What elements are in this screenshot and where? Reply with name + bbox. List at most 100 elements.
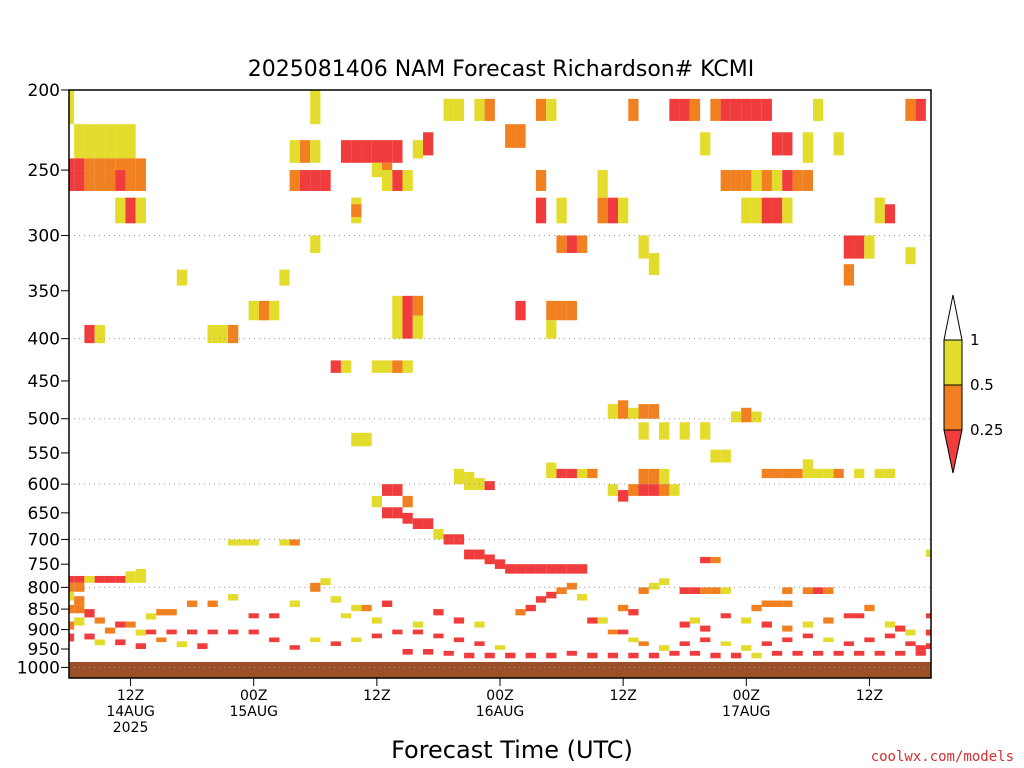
heatmap-cell [607,629,619,635]
heatmap-cell [330,641,341,646]
heatmap-cell [771,468,783,479]
heatmap-cell [730,411,742,423]
heatmap-cell [381,140,393,163]
heatmap-cell [597,197,608,224]
heatmap-cell [854,235,865,259]
heatmap-cell [751,411,762,423]
grid-lines [69,234,931,668]
heatmap-cell [392,507,403,519]
heatmap-cell [689,98,701,121]
heatmap-cell [402,360,413,373]
heatmap-cell [207,324,218,344]
heatmap-cell [258,300,270,321]
heatmap-cell [104,575,116,583]
heatmap-cell [125,571,136,583]
credit-link[interactable]: coolwx.com/models [871,749,1014,765]
heatmap-cell [843,235,855,259]
heatmap-cell [69,604,75,614]
heatmap-cell [659,422,670,440]
heatmap-cell [648,252,660,276]
heatmap-cell [371,162,382,178]
heatmap-cell [412,518,424,530]
heatmap-cell [710,98,721,121]
y-tick-label: 300 [28,226,60,246]
heatmap-cell [505,124,516,148]
colorbar-top-arrow [943,294,963,341]
y-tick-label: 950 [28,640,60,660]
heatmap-cell [402,512,413,524]
heatmap-cell [269,613,280,619]
heatmap-cell [761,170,772,191]
heatmap-cell [566,650,577,656]
y-tick-label: 550 [28,444,60,464]
y-tick-label: 1000 [17,658,60,678]
heatmap-cell [310,170,321,191]
heatmap-cell [792,170,803,191]
colorbar-bin [943,384,963,431]
heatmap-cell [823,617,834,624]
heatmap-cell [453,98,465,121]
heatmap-cell [607,197,619,224]
heatmap-cell [484,652,495,659]
heatmap-cell [659,645,670,651]
heatmap-cell [453,468,465,485]
heatmap-cell [125,158,136,171]
heatmap-cell [843,264,855,286]
colorbar-label: 0.5 [970,376,994,394]
heatmap-cell [74,596,85,605]
heatmap-cell [381,600,393,607]
heatmap-cell [94,124,105,159]
heatmap-cell [628,609,639,616]
heatmap-cell [361,140,372,163]
heatmap-cell [556,564,567,574]
heatmap-cell [392,484,403,496]
x-tick-label: 17AUG [722,704,771,720]
heatmap-cell [823,637,834,643]
heatmap-cell [607,484,619,496]
heatmap-cell [74,158,85,171]
heatmap-cell [833,132,844,156]
heatmap-cell [330,360,341,373]
heatmap-cell [607,404,619,419]
heatmap-cell [228,629,239,635]
heatmap-cell [115,639,126,646]
heatmap-cell [402,648,413,655]
heatmap-cell [566,468,577,479]
heatmap-cell [782,468,793,479]
heatmap-cell [453,534,465,545]
heatmap-cell [823,468,834,479]
heatmap-cells [69,90,931,659]
heatmap-cell [135,197,146,224]
x-tick-label: 12Z [856,688,883,704]
heatmap-cell [833,650,844,656]
heatmap-cell [782,600,793,607]
heatmap-cell [74,604,85,614]
heatmap-cell [730,652,742,659]
heatmap-cell [69,575,75,583]
heatmap-cell [720,641,731,646]
heatmap-cell [515,124,526,148]
heatmap-cell [69,591,75,601]
heatmap-cell [392,170,403,191]
heatmap-cell [700,637,711,643]
heatmap-cell [525,652,536,659]
heatmap-cell [94,575,105,583]
heatmap-cell [330,596,341,603]
heatmap-cell [505,652,516,659]
heatmap-cell [351,432,362,447]
heatmap-cell [135,158,146,171]
heatmap-cell [720,613,731,619]
heatmap-cell [854,650,865,656]
heatmap-cell [289,600,300,607]
heatmap-cell [905,629,916,636]
heatmap-cell [710,449,721,463]
heatmap-cell [474,641,485,646]
heatmap-cell [392,360,403,373]
heatmap-cell [710,556,721,564]
heatmap-cell [761,600,772,607]
heatmap-cell [248,300,259,321]
heatmap-cell [802,132,813,163]
heatmap-cell [638,468,649,485]
heatmap-cell [648,468,660,485]
heatmap-cell [792,468,803,479]
